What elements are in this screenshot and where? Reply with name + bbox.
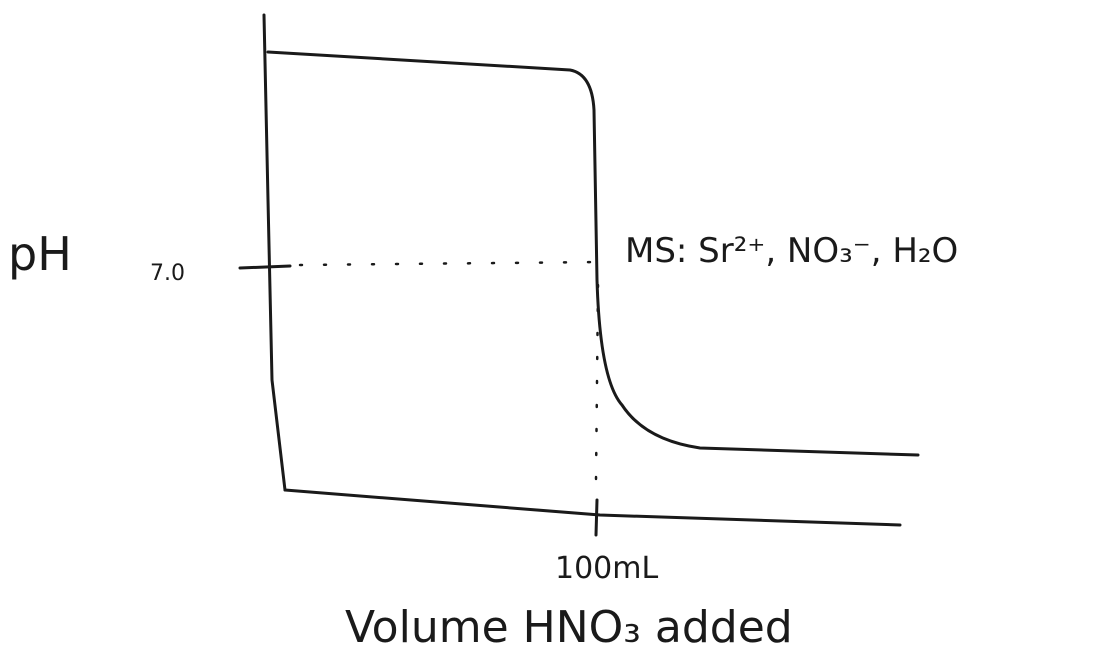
y-tick: [240, 266, 290, 268]
x-tick-label: 100mL: [555, 551, 658, 586]
x-axis-label: Volume HNO₃ added: [345, 602, 793, 653]
guide-horizontal: [300, 262, 600, 265]
y-tick-label: 7.0: [150, 261, 185, 286]
diagram: pH 7.0 100mL MS: Sr²⁺, NO₃⁻, H₂O Volume …: [0, 0, 1112, 660]
x-axis: [285, 490, 900, 525]
annotation: MS: Sr²⁺, NO₃⁻, H₂O: [625, 231, 958, 271]
y-axis-label: pH: [8, 227, 72, 281]
y-axis: [264, 15, 285, 490]
x-tick: [596, 500, 597, 535]
